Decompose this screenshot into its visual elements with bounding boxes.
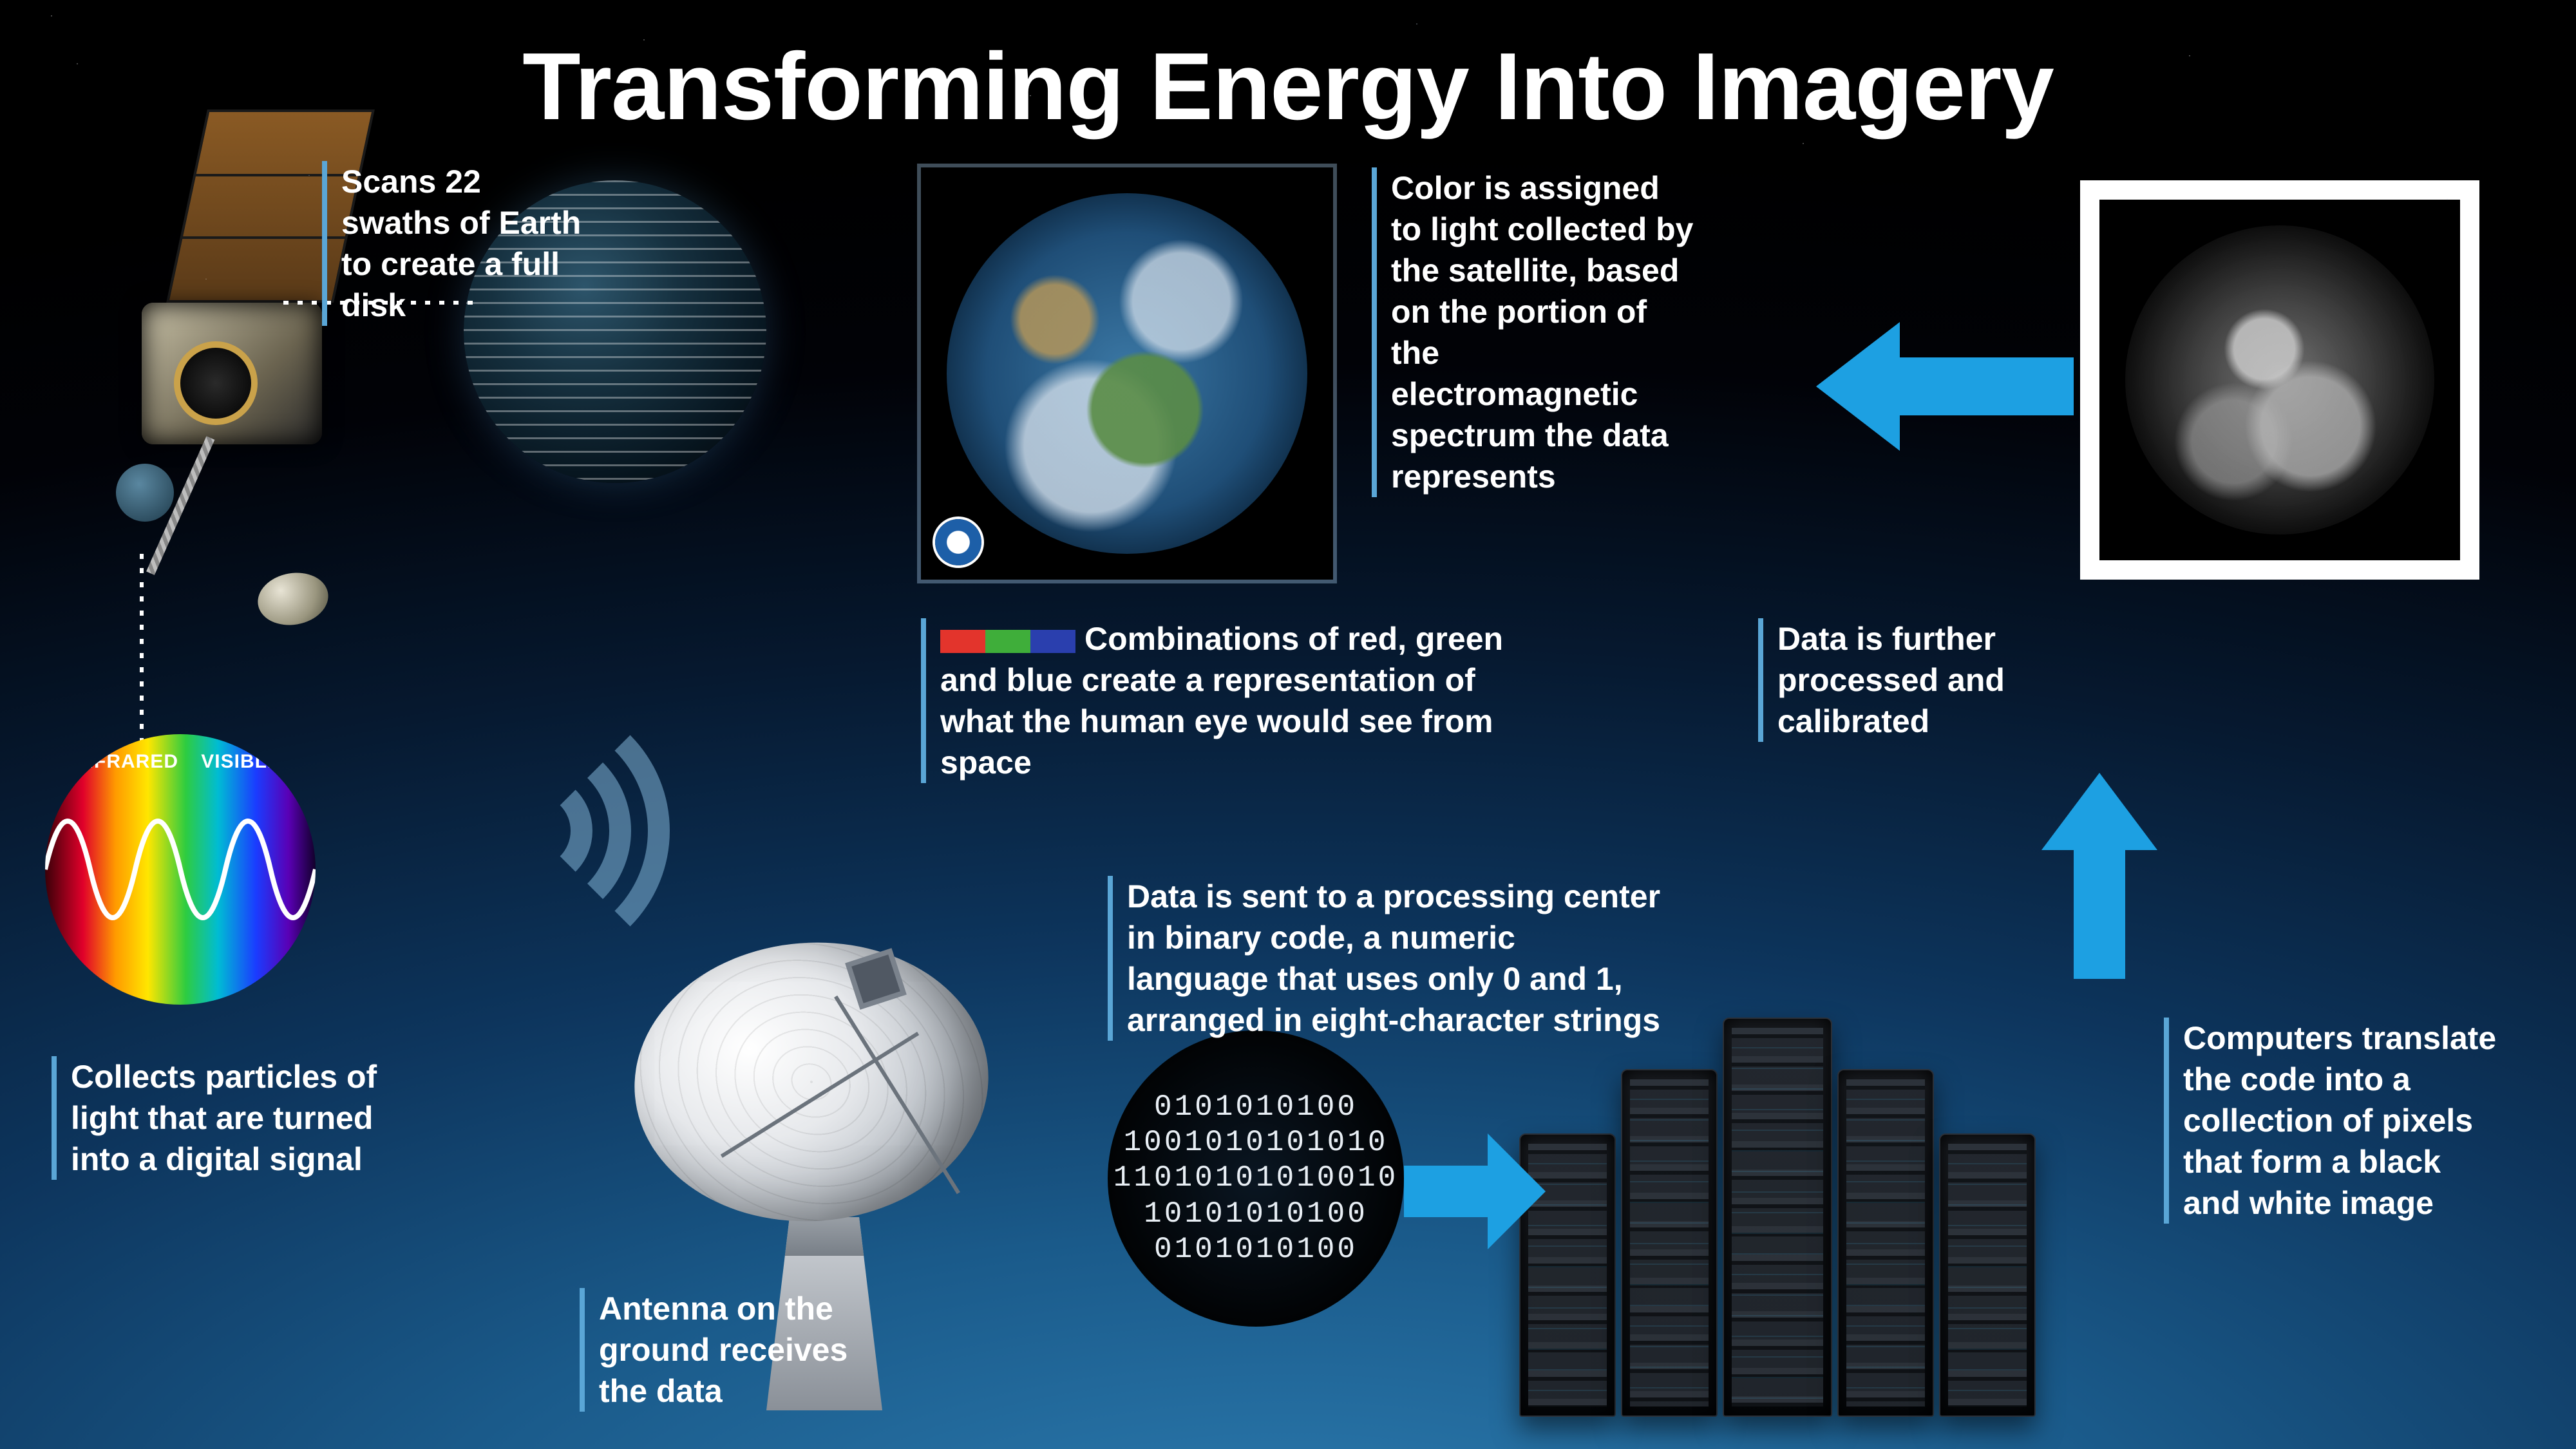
arrow-servers-to-bw xyxy=(2041,773,2157,979)
spectrum-icon: INFRARED VISIBLE xyxy=(45,734,316,1005)
caption-translate: Computers translate the code into a coll… xyxy=(2164,1018,2499,1224)
binary-bubble-icon: 0101010100 1001010101010 11010101010010 … xyxy=(1108,1030,1404,1327)
caption-binary: Data is sent to a processing center in b… xyxy=(1108,876,1662,1041)
bw-earth-icon xyxy=(2080,180,2479,580)
binary-line: 0101010100 xyxy=(1154,1090,1358,1125)
caption-rgb: Combinations of red, green and blue crea… xyxy=(921,618,1526,783)
caption-antenna: Antenna on the ground receives the data xyxy=(580,1288,889,1412)
spectrum-label-infrared: INFRARED xyxy=(73,751,178,773)
noaa-logo-icon xyxy=(935,519,981,565)
rgb-swatch xyxy=(940,630,1075,653)
spectrum-label-visible: VISIBLE xyxy=(201,751,281,773)
binary-line: 1001010101010 xyxy=(1124,1125,1388,1160)
binary-line: 10101010100 xyxy=(1144,1197,1368,1232)
caption-assign: Color is assigned to light collected by … xyxy=(1372,167,1694,497)
page-title: Transforming Energy Into Imagery xyxy=(0,32,2576,142)
server-racks-icon xyxy=(1501,1005,2054,1417)
infographic-stage: Transforming Energy Into Imagery INFRARE… xyxy=(0,0,2576,1449)
color-earth-icon xyxy=(921,167,1333,580)
caption-collect: Collects particles of light that are tur… xyxy=(52,1056,412,1180)
caption-swaths: Scans 22 swaths of Earth to create a ful… xyxy=(322,161,592,326)
caption-calibrate: Data is further processed and calibrated xyxy=(1758,618,2029,742)
arrow-bw-to-color xyxy=(1816,322,2074,451)
binary-line: 11010101010010 xyxy=(1113,1160,1398,1196)
binary-line: 0101010100 xyxy=(1154,1232,1358,1267)
arrow-binary-to-servers xyxy=(1404,1133,1546,1249)
